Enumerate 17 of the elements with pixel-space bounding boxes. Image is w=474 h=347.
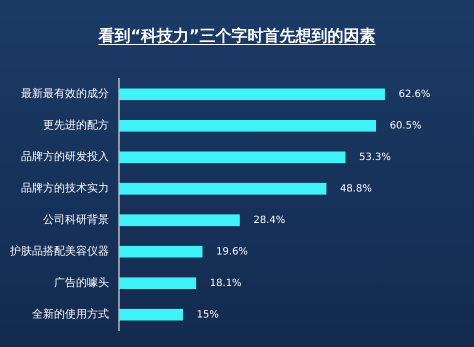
y-tick-label: 品牌方的研发投入 <box>21 150 109 164</box>
y-tick-label: 公司科研背景 <box>43 213 109 226</box>
data-label: 62.6% <box>398 88 430 100</box>
y-tick-label: 品牌方的技术实力 <box>21 182 109 195</box>
y-tick-label: 护肤品搭配美容仪器 <box>9 244 109 258</box>
data-label: 28.4% <box>253 214 286 226</box>
data-label: 48.8% <box>340 183 372 194</box>
data-label: 60.5% <box>390 120 422 132</box>
y-tick-label: 最新最有效的成分 <box>21 87 109 100</box>
chart-title: 看到“科技力”三个字时首先想到的因素 <box>98 26 376 45</box>
y-tick-label: 广告的噱头 <box>54 276 109 290</box>
data-label: 19.6% <box>216 246 248 258</box>
y-tick-label: 更先进的配方 <box>43 118 109 132</box>
y-tick-label: 全新的使用方式 <box>32 308 109 321</box>
data-label: 15% <box>196 309 219 320</box>
data-label: 53.3% <box>359 152 391 163</box>
data-label: 18.1% <box>210 278 242 289</box>
